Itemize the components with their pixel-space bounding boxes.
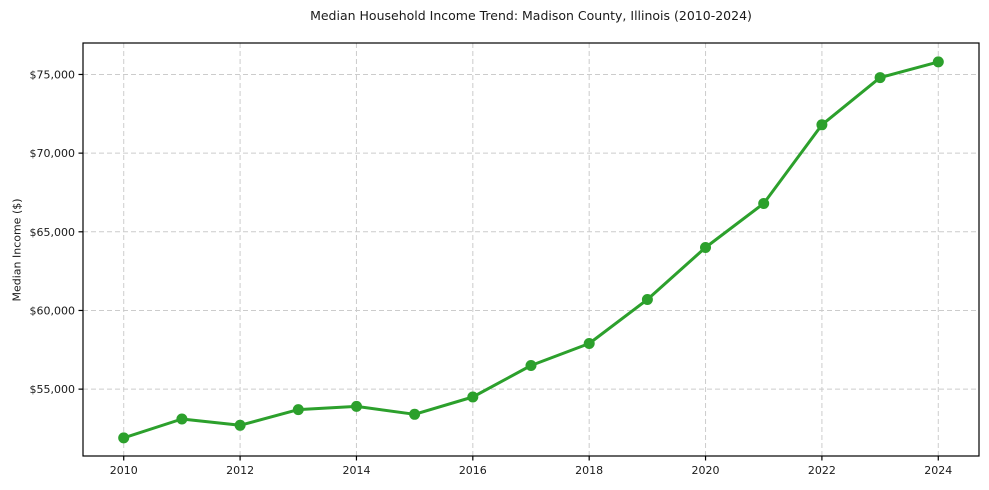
- x-tick-label: 2018: [575, 464, 603, 477]
- data-point-2014: [351, 400, 362, 412]
- data-point-2016: [467, 391, 479, 403]
- data-point-2021: [758, 198, 770, 209]
- x-tick-label: 2014: [342, 464, 370, 477]
- data-point-2023: [874, 72, 886, 84]
- data-point-2019: [641, 294, 653, 305]
- data-point-2022: [816, 119, 828, 131]
- x-tick-label: 2022: [808, 464, 836, 477]
- data-point-2012: [234, 419, 246, 431]
- data-point-2017: [525, 360, 537, 371]
- data-point-2011: [176, 413, 188, 425]
- y-tick-label: $70,000: [30, 147, 76, 160]
- data-point-2020: [700, 242, 711, 253]
- data-point-2010: [118, 432, 130, 444]
- x-tick-label: 2016: [459, 464, 487, 477]
- data-point-2018: [583, 338, 595, 349]
- plot-border: [82, 42, 980, 457]
- y-tick-label: $75,000: [30, 68, 76, 81]
- data-point-2015: [409, 408, 421, 420]
- chart-title: Median Household Income Trend: Madison C…: [310, 8, 752, 23]
- x-tick-label: 2010: [110, 464, 138, 477]
- y-tick-label: $55,000: [30, 383, 76, 396]
- data-point-2024: [932, 56, 944, 68]
- y-tick-label: $60,000: [30, 304, 76, 317]
- x-tick-label: 2020: [692, 464, 720, 477]
- x-tick-label: 2012: [226, 464, 254, 477]
- y-tick-label: $65,000: [30, 226, 76, 239]
- x-tick-label: 2024: [924, 464, 952, 477]
- trend-line: [122, 60, 940, 440]
- data-point-2013: [292, 404, 304, 416]
